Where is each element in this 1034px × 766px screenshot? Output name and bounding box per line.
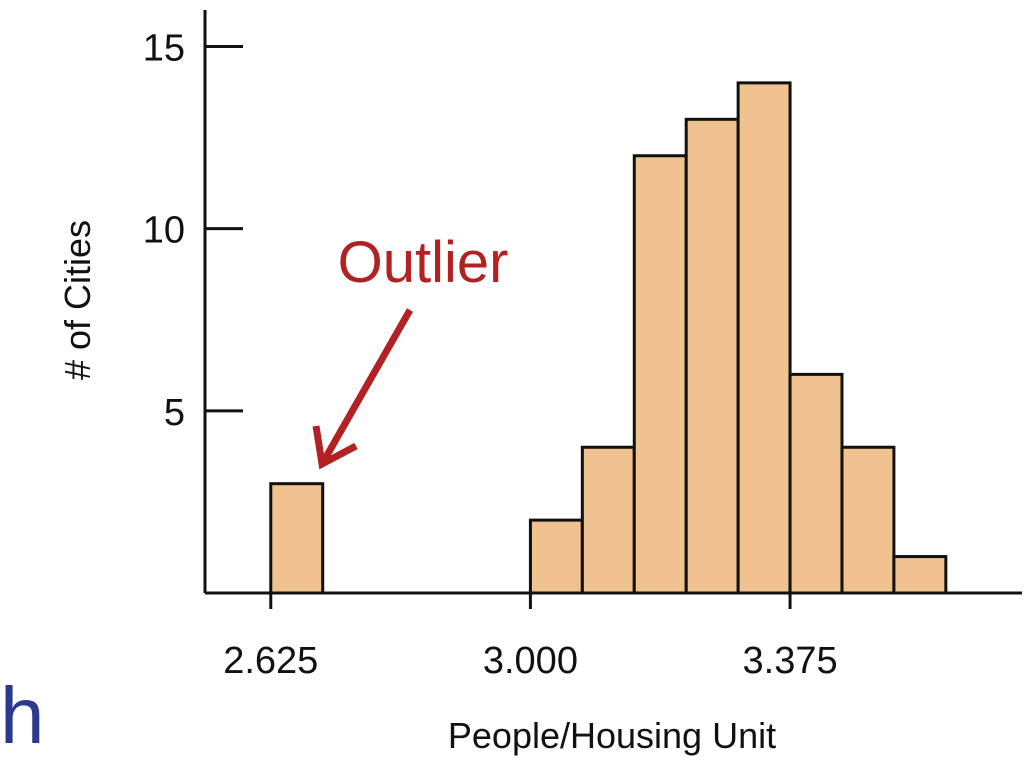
histogram-bar: [269, 482, 325, 595]
histogram-bar: [892, 555, 948, 595]
cropped-heading-fragment: h: [0, 671, 45, 760]
histogram-bar: [788, 372, 844, 595]
histogram-bar: [632, 154, 688, 595]
y-tick-label: 10: [143, 210, 185, 252]
histogram-bar: [736, 81, 792, 595]
outlier-arrow: [318, 308, 414, 466]
y-axis-title: # of Cities: [57, 220, 98, 380]
histogram-bar: [528, 518, 584, 595]
bars-group: [269, 81, 948, 595]
x-tick-label: 3.375: [743, 640, 838, 682]
axes-group: [203, 10, 1022, 609]
x-tick-label: 3.000: [483, 640, 578, 682]
histogram-bar: [580, 445, 636, 595]
x-tick-label: 2.625: [223, 640, 318, 682]
histogram-bar: [840, 445, 896, 595]
ticks-group: 5 10 15 2.625 3.000 3.375: [143, 27, 838, 682]
outlier-arrowhead: [312, 425, 358, 470]
histogram-bar: [684, 117, 740, 595]
outlier-annotation: Outlier: [312, 230, 509, 470]
y-tick-label: 15: [143, 27, 185, 69]
x-axis-title: People/Housing Unit: [448, 715, 776, 756]
outlier-label: Outlier: [338, 230, 509, 295]
y-tick-label: 5: [164, 392, 185, 434]
